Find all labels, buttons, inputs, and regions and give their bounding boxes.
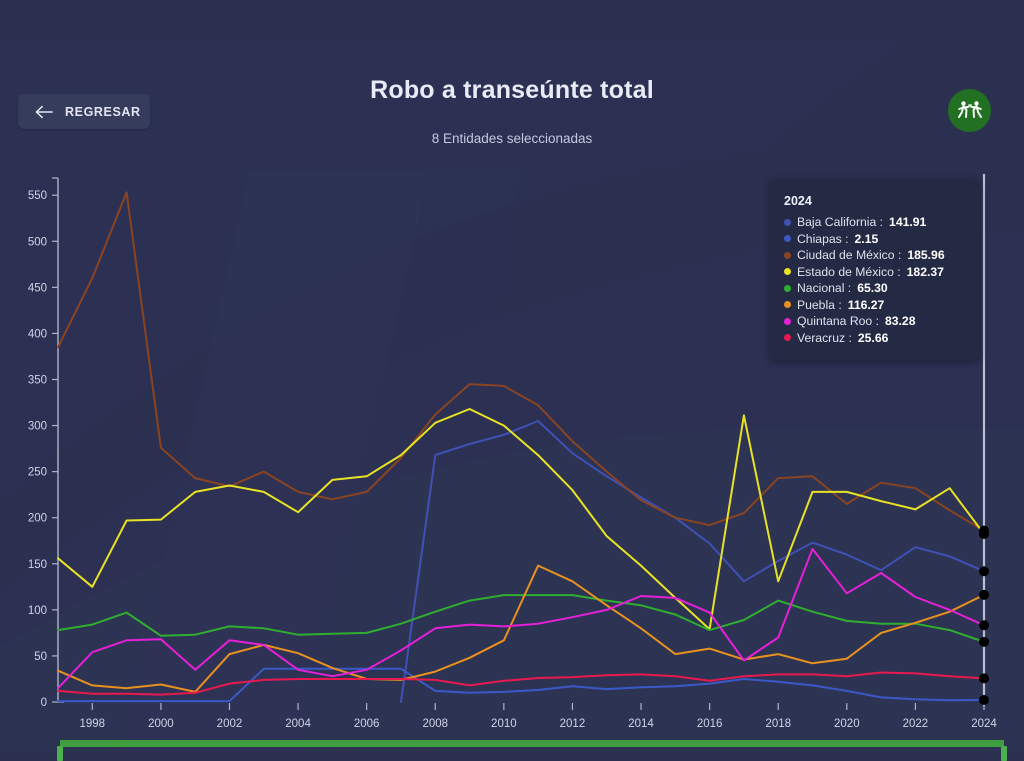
y-axis: 0 50 100 150 200 250 300 350 400 450 500 550	[28, 177, 59, 709]
cursor-marker-dot	[979, 620, 989, 631]
tooltip-year: 2024	[784, 194, 812, 208]
series-color-dot	[784, 284, 791, 292]
tooltip-row: Nacional : 65.30	[784, 281, 966, 295]
cursor-marker-dot	[979, 589, 989, 600]
cursor-marker-dot	[979, 528, 989, 539]
cursor-marker-dot	[979, 673, 989, 684]
tooltip-series-label: Puebla :	[797, 297, 842, 312]
series-color-dot	[784, 301, 791, 308]
x-tick-label: 2014	[628, 718, 654, 730]
range-slider-track[interactable]	[57, 740, 1007, 761]
pedestrian-robbery-glyph	[957, 100, 982, 118]
series-color-dot	[784, 235, 791, 242]
y-tick-label: 200	[28, 513, 47, 525]
y-tick-label: 0	[41, 697, 47, 709]
tooltip-series-label: Baja California :	[797, 215, 884, 229]
x-tick-label: 2010	[491, 718, 517, 730]
tooltip-series-value: 141.91	[889, 215, 927, 229]
range-handle-left[interactable]	[57, 746, 63, 761]
cursor-marker-dot	[979, 566, 989, 577]
x-tick-label: 2016	[697, 718, 723, 730]
range-slider[interactable]	[0, 730, 1024, 761]
page-header: REGRESAR Robo a transeúnte total 8 Entid…	[0, 0, 1024, 170]
series-line-chiapas	[57, 667, 985, 703]
chart-tooltip: 2024 Baja California : 141.91 Chiapas : 2…	[770, 180, 980, 360]
tooltip-series-value: 83.28	[884, 314, 916, 328]
x-axis: 1998 2000 2002 2004 2006 2008 2010 2012 2014 2016…	[58, 701, 997, 730]
cursor-marker-dot	[979, 695, 989, 706]
x-tick-label: 2006	[354, 718, 380, 730]
series-color-dot	[784, 268, 791, 275]
tooltip-rows: Baja California : 141.91 Chiapas : 2.15 Ci…	[784, 215, 966, 345]
x-tick-label: 2000	[148, 718, 174, 730]
tooltip-series-value: 2.15	[854, 231, 879, 246]
arrow-left-icon	[35, 105, 53, 118]
x-tick-label: 2008	[422, 718, 448, 730]
x-tick-label: 2022	[903, 718, 929, 730]
y-tick-label: 250	[28, 467, 47, 479]
tooltip-series-value: 25.66	[857, 330, 889, 345]
series-color-dot	[784, 251, 791, 259]
y-tick-label: 50	[34, 651, 47, 663]
range-handle-right[interactable]	[1001, 746, 1007, 761]
x-tick-label: 2012	[560, 718, 586, 730]
tooltip-series-value: 185.96	[907, 248, 945, 262]
y-tick-label: 500	[28, 236, 47, 248]
series-color-dot	[784, 334, 791, 341]
tooltip-row: Puebla : 116.27	[784, 298, 966, 312]
tooltip-row: Ciudad de México : 185.96	[784, 248, 966, 262]
tooltip-series-value: 65.30	[857, 281, 888, 295]
tooltip-row: Baja California : 141.91	[784, 215, 966, 229]
tooltip-series-value: 182.37	[906, 264, 944, 279]
x-tick-label: 2018	[765, 718, 791, 730]
x-tick-label: 2004	[285, 718, 311, 730]
page-subtitle: 8 Entidades seleccionadas	[431, 131, 593, 146]
tooltip-series-label: Nacional :	[797, 281, 852, 295]
tooltip-series-value: 116.27	[847, 297, 885, 312]
tooltip-series-label: Estado de México :	[797, 264, 901, 279]
y-tick-label: 400	[28, 328, 47, 340]
tooltip-row: Estado de México : 182.37	[784, 265, 966, 279]
back-button-label: REGRESAR	[65, 104, 141, 119]
y-tick-label: 550	[28, 190, 47, 202]
series-line-puebla	[57, 564, 985, 693]
y-tick-label: 350	[28, 375, 47, 387]
x-tick-label: 1998	[79, 718, 105, 730]
x-tick-label: 2002	[217, 718, 243, 730]
y-tick-label: 450	[28, 282, 47, 294]
y-tick-label: 100	[28, 605, 47, 617]
tooltip-series-label: Chiapas :	[797, 231, 849, 246]
x-tick-label: 2020	[834, 718, 860, 730]
series-color-dot	[784, 218, 791, 226]
tooltip-series-label: Quintana Roo :	[797, 314, 879, 328]
x-tick-label: 2024	[971, 718, 997, 730]
tooltip-series-label: Ciudad de México :	[797, 248, 902, 262]
series-line-estado-de-mexico	[57, 408, 985, 631]
y-tick-label: 300	[28, 421, 47, 433]
tooltip-row: Quintana Roo : 83.28	[784, 314, 966, 328]
cursor-marker-dot	[979, 636, 989, 647]
tooltip-row: Veracruz : 25.66	[784, 331, 966, 345]
y-tick-label: 150	[28, 559, 47, 571]
series-line-baja-california	[400, 420, 985, 703]
tooltip-row: Chiapas : 2.15	[784, 232, 966, 246]
pedestrian-robbery-icon[interactable]	[948, 89, 991, 132]
series-line-quintana-roo	[57, 548, 985, 690]
tooltip-series-label: Veracruz :	[797, 330, 852, 345]
chart-cursor	[979, 174, 989, 706]
series-color-dot	[784, 317, 791, 325]
page-title: Robo a transeúnte total	[370, 76, 654, 104]
